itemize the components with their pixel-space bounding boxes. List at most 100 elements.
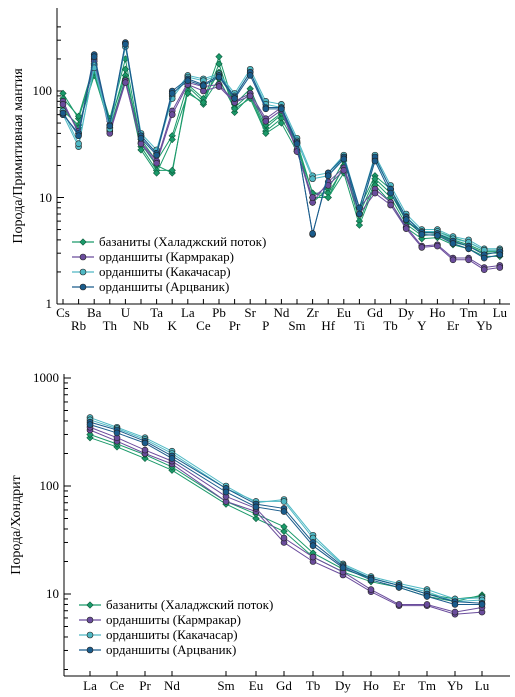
data-point: [423, 601, 431, 608]
series-line: [89, 419, 483, 603]
data-point: [324, 172, 332, 180]
data-point: [200, 82, 207, 90]
data-point: [59, 101, 67, 108]
data-point: [141, 446, 149, 454]
data-point: [168, 166, 176, 174]
x-tick-label: Dy: [398, 305, 414, 320]
legend-label: орданшиты (Арцваник): [99, 279, 229, 294]
x-tick-label: Tb: [383, 318, 397, 333]
data-point: [449, 240, 457, 247]
x-tick-label: Y: [417, 318, 427, 333]
x-tick-label: La: [83, 678, 97, 693]
data-point: [496, 251, 504, 259]
legend-item: орданшиты (Какачасар): [72, 264, 231, 279]
series-4: [86, 418, 486, 608]
x-tick-label: Cs: [56, 305, 70, 320]
x-tick-label: Nd: [273, 305, 289, 320]
data-point: [246, 92, 254, 100]
chart-1: 110100CsRbBaThUNbTaKLaCePbPrSrPNdSmZrHfE…: [11, 8, 510, 333]
data-point: [262, 129, 270, 138]
data-point: [449, 256, 457, 264]
legend-marker: [79, 253, 87, 261]
x-tick-label: Sr: [244, 305, 256, 320]
data-point: [106, 122, 114, 130]
y-tick-label: 100: [33, 83, 53, 98]
y-tick-label: 1000: [33, 370, 59, 385]
x-tick-label: Ti: [354, 318, 365, 333]
data-point: [262, 117, 270, 125]
x-tick-label: Ta: [150, 305, 163, 320]
data-point: [280, 527, 288, 536]
data-point: [367, 576, 375, 584]
data-point: [371, 157, 379, 165]
data-point: [75, 132, 82, 140]
series-4: [59, 39, 504, 262]
legend-item: орданшиты (Арцваник): [79, 642, 236, 657]
data-point: [278, 105, 285, 113]
data-point: [280, 498, 288, 505]
legend-marker: [79, 268, 87, 276]
legend-label: орданшиты (Кармракар): [106, 612, 241, 627]
data-point: [252, 503, 260, 511]
x-tick-label: Pb: [212, 305, 226, 320]
data-point: [230, 105, 239, 113]
data-point: [309, 194, 316, 201]
data-point: [152, 169, 161, 177]
data-point: [137, 146, 145, 154]
series-1: [86, 430, 486, 606]
data-point: [215, 73, 223, 81]
legend-item: орданшиты (Какачасар): [79, 627, 238, 642]
data-point: [496, 264, 504, 271]
data-point: [309, 230, 316, 237]
series-line: [89, 421, 483, 604]
x-tick-label: Eu: [249, 678, 264, 693]
x-tick-label: Hf: [321, 318, 335, 333]
series-line: [89, 426, 483, 613]
legend-marker: [79, 238, 87, 246]
data-point: [309, 175, 316, 183]
legend-label: орданшиты (Кармракар): [99, 249, 234, 264]
x-tick-label: Zr: [306, 305, 319, 320]
data-point: [122, 40, 129, 48]
data-point: [75, 140, 82, 148]
x-tick-label: Ho: [363, 678, 379, 693]
series-line: [89, 424, 482, 605]
x-tick-label: Yb: [447, 678, 463, 693]
data-point: [434, 242, 441, 250]
data-point: [387, 201, 394, 209]
x-tick-label: Tm: [460, 305, 478, 320]
data-point: [280, 523, 288, 531]
x-tick-label: Ba: [87, 305, 102, 320]
data-point: [222, 488, 230, 496]
y-axis-label: Порода/Хондрит: [9, 475, 24, 574]
x-tick-label: Nb: [133, 318, 149, 333]
data-point: [355, 221, 364, 229]
data-point: [231, 95, 238, 102]
data-point: [137, 140, 145, 148]
x-tick-label: Dy: [335, 678, 351, 693]
series-line: [89, 433, 483, 600]
data-point: [423, 593, 431, 600]
data-point: [371, 189, 379, 197]
legend-marker: [86, 601, 94, 609]
data-point: [168, 90, 176, 97]
data-point: [74, 112, 83, 120]
data-point: [262, 105, 270, 113]
data-point: [451, 601, 459, 608]
x-tick-label: Th: [103, 318, 118, 333]
x-tick-label: Pr: [139, 678, 151, 693]
data-point: [402, 216, 410, 223]
data-point: [451, 608, 459, 616]
series-line: [89, 437, 483, 603]
y-tick-label: 10: [46, 586, 59, 601]
data-point: [137, 134, 145, 142]
y-axis-label: Порода/Примитивная мантия: [11, 68, 26, 244]
x-tick-label: Lu: [493, 305, 508, 320]
data-point: [113, 429, 121, 437]
data-point: [480, 254, 488, 262]
data-point: [153, 151, 160, 159]
x-tick-label: Ce: [196, 318, 211, 333]
x-tick-label: Yb: [476, 318, 492, 333]
legend-marker: [86, 616, 94, 624]
